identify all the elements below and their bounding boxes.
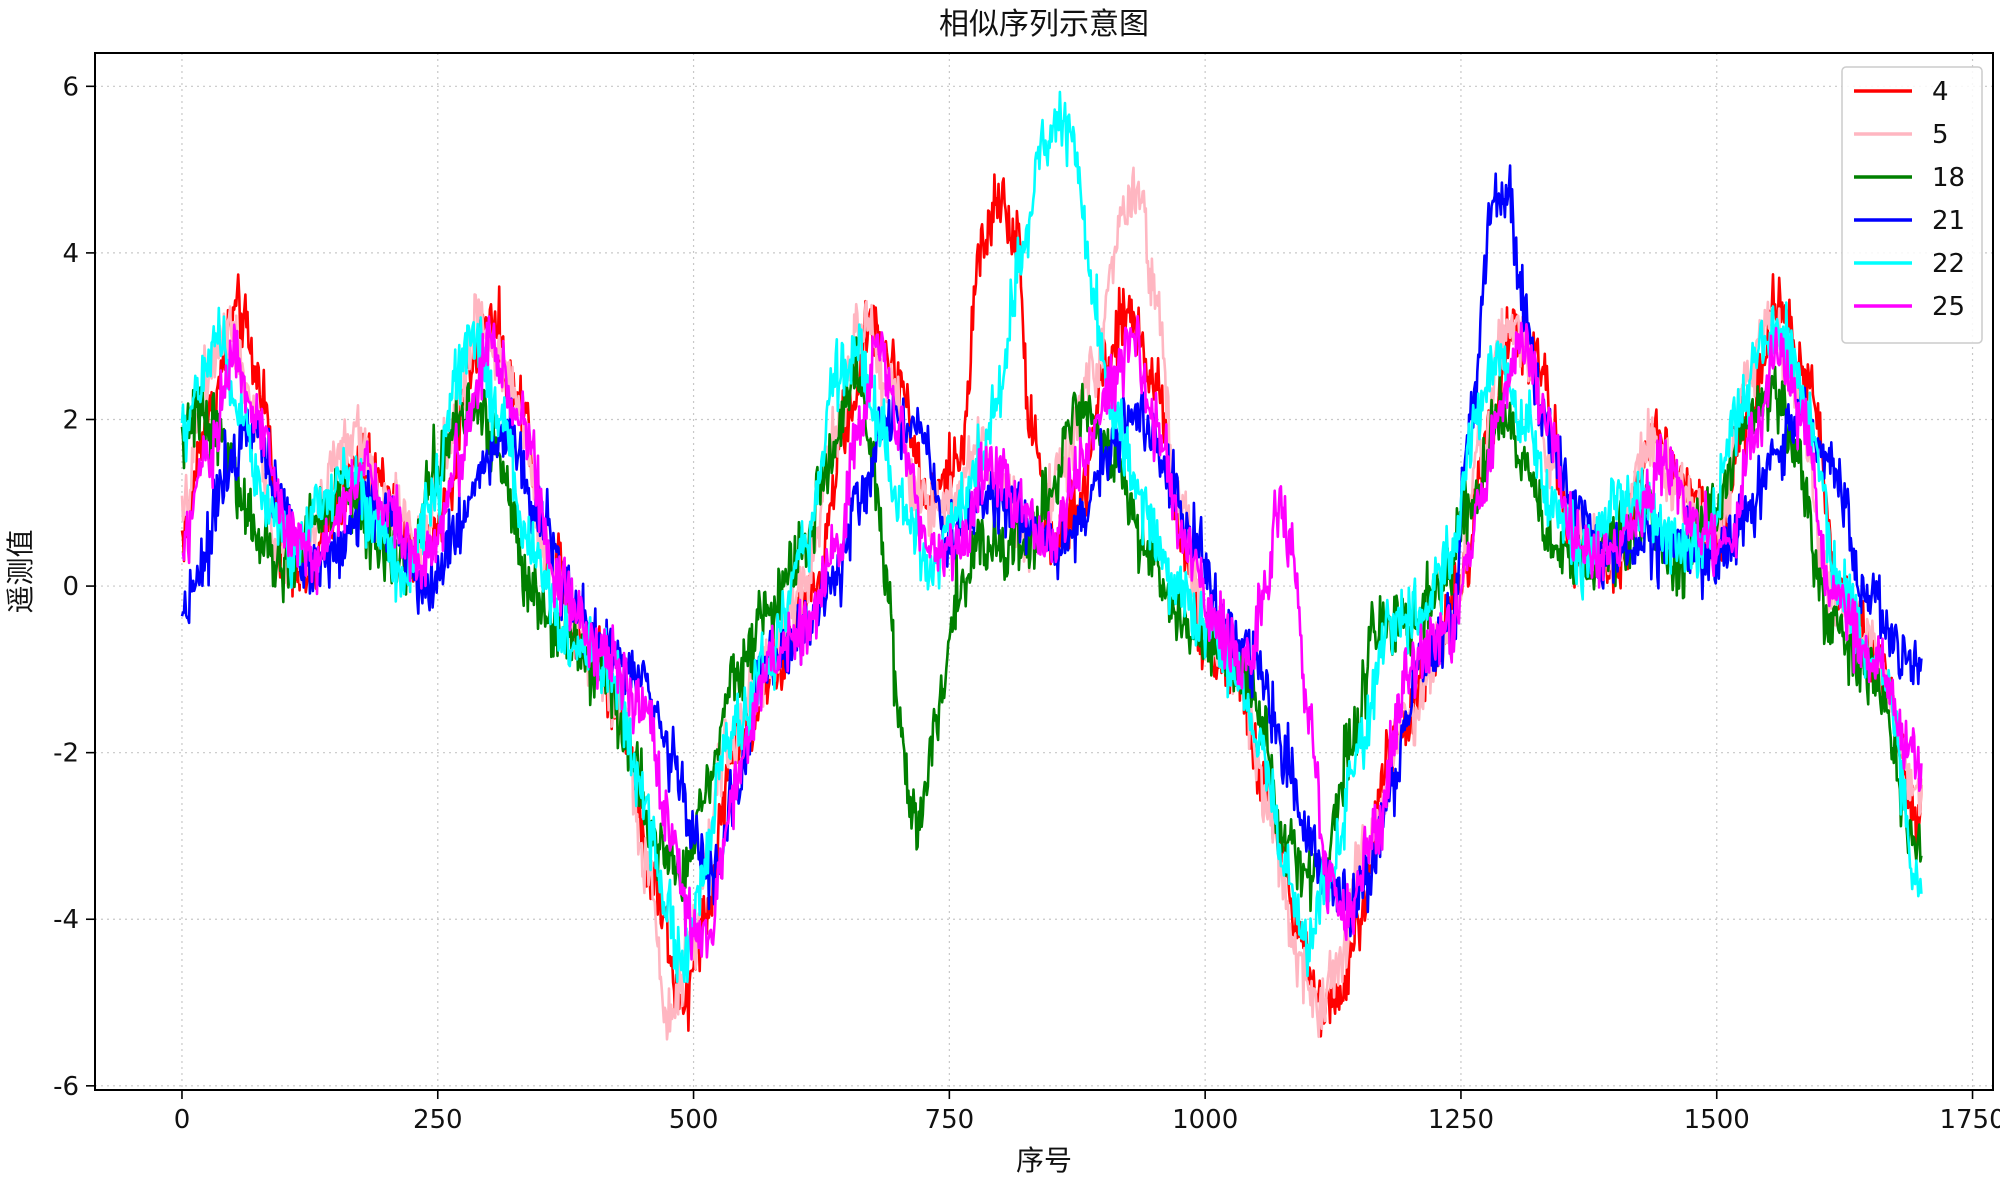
y-tick-label: -2: [53, 739, 79, 769]
legend-label-22: 22: [1932, 249, 1965, 279]
plot-frame: [94, 52, 1994, 1091]
legend-label-25: 25: [1932, 292, 1965, 322]
legend-label-21: 21: [1932, 206, 1965, 236]
x-tick-label: 250: [413, 1105, 463, 1135]
axis-ticks: 0 250 500 750 1000 1250 1500 1750 -6 -4 -2 0 2 4 6: [53, 72, 2000, 1135]
x-axis-label: 序号: [1016, 1144, 1072, 1177]
x-tick-label: 500: [669, 1105, 719, 1135]
x-tick-label: 1750: [1939, 1105, 2000, 1135]
y-axis-label: 遥测值: [4, 529, 37, 613]
grid: [95, 53, 1993, 1090]
x-tick-label: 750: [925, 1105, 975, 1135]
x-tick-label: 1000: [1172, 1105, 1238, 1135]
x-tick-label: 0: [174, 1105, 191, 1135]
x-tick-label: 1250: [1428, 1105, 1494, 1135]
x-tick-label: 1500: [1684, 1105, 1750, 1135]
series-line-25: [181, 314, 1923, 961]
y-tick-label: -4: [53, 905, 79, 935]
legend-label-5: 5: [1932, 120, 1949, 150]
y-tick-label: -6: [53, 1072, 79, 1102]
chart-title: 相似序列示意图: [939, 7, 1149, 42]
legend-label-4: 4: [1932, 77, 1949, 107]
legend: 4 5 18 21 22 25: [1841, 66, 1983, 344]
legend-label-18: 18: [1932, 163, 1965, 193]
series-lines: [180, 90, 1923, 1041]
y-tick-label: 2: [62, 405, 79, 435]
legend-box: [1841, 66, 1983, 344]
y-tick-label: 6: [62, 72, 79, 102]
y-tick-label: 0: [62, 572, 79, 602]
y-tick-label: 4: [62, 239, 79, 269]
